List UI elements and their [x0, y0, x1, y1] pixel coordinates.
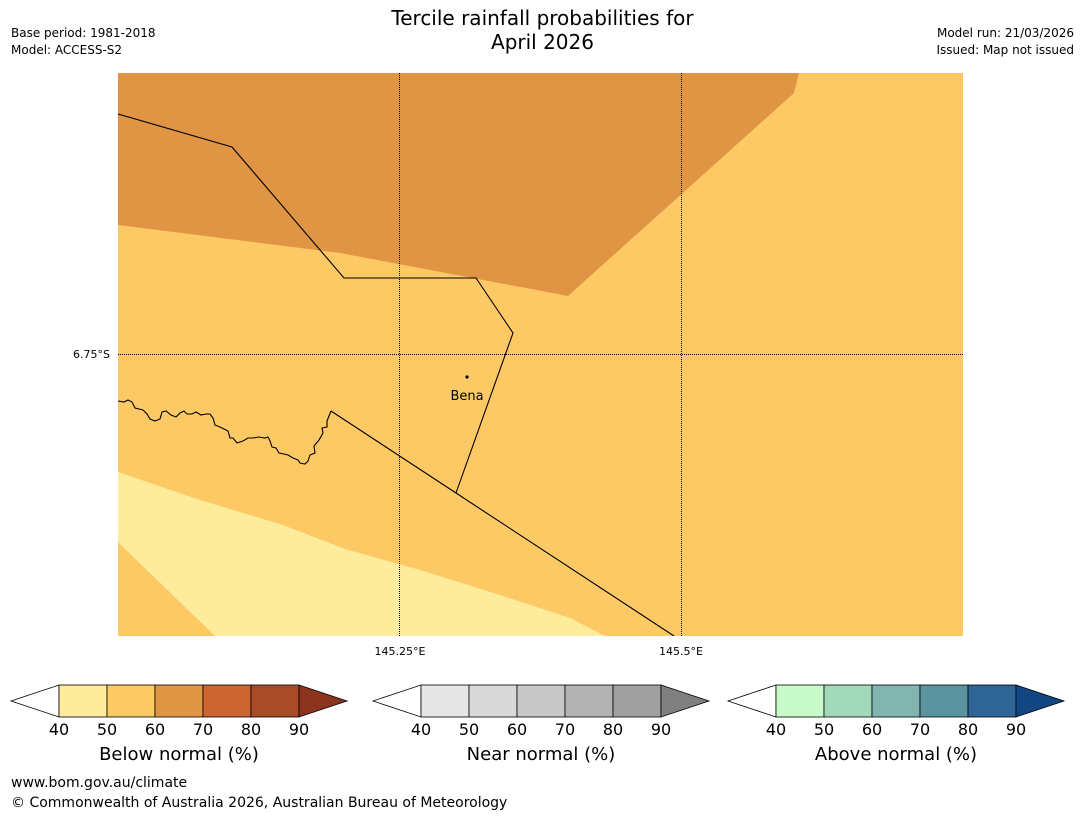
- colorbar-tick-label: 80: [958, 720, 978, 739]
- colorbar-segment: [516, 684, 566, 718]
- boundary-line-north: [118, 113, 514, 494]
- colorbar-label-above: Above normal (%): [814, 744, 978, 765]
- colorbar-segment: [775, 684, 825, 718]
- colorbar-tick-label: 90: [289, 720, 309, 739]
- longitude-label-2: 145.5°E: [659, 645, 703, 658]
- colorbar-segment: [106, 684, 156, 718]
- colorbar-tick-label: 40: [411, 720, 431, 739]
- colorbar-tick-label: 60: [862, 720, 882, 739]
- colorbar-segment: [420, 684, 470, 718]
- footer-url: www.bom.gov.au/climate: [11, 775, 188, 791]
- colorbar-segment: [564, 684, 614, 718]
- colorbar-tick-label: 70: [193, 720, 213, 739]
- colorbar-segment: [250, 684, 300, 718]
- model-name: Model: ACCESS-S2: [11, 43, 123, 57]
- colorbar-tick-label: 50: [459, 720, 479, 739]
- colorbar-tick-label: 40: [49, 720, 69, 739]
- colorbar-tick-label: 90: [1006, 720, 1026, 739]
- model-run: Model run: 21/03/2026: [936, 26, 1074, 40]
- colorbar-segment: [202, 684, 252, 718]
- colorbar-segment: [154, 684, 204, 718]
- colorbar-above-normal: 40 50 60 70 80 90: [726, 684, 1066, 739]
- meta-left: Base period: 1981-2018 Model: ACCESS-S2: [11, 25, 156, 59]
- base-period: Base period: 1981-2018: [11, 26, 156, 40]
- river-boundary: [118, 399, 332, 465]
- region-below-60-70: [118, 73, 799, 296]
- map-title: Tercile rainfall probabilities for April…: [0, 6, 1085, 54]
- colorbar-extend-low: [371, 684, 422, 718]
- colorbar-extend-high: [660, 684, 711, 718]
- colorbar-segment: [58, 684, 108, 718]
- colorbar-segment: [612, 684, 662, 718]
- colorbar-tick-label: 90: [651, 720, 671, 739]
- meta-right: Model run: 21/03/2026 Issued: Map not is…: [936, 25, 1074, 59]
- colorbar-tick-label: 60: [507, 720, 527, 739]
- latitude-label: 6.75°S: [73, 348, 110, 361]
- title-line-2: April 2026: [491, 30, 594, 54]
- town-label-bena: Bena: [450, 389, 483, 404]
- colorbar-tick-label: 50: [97, 720, 117, 739]
- town-marker-bena: [465, 375, 469, 379]
- colorbar-label-near: Near normal (%): [466, 744, 616, 765]
- colorbar-tick-label: 60: [145, 720, 165, 739]
- colorbar-segment: [919, 684, 969, 718]
- colorbar-segment: [823, 684, 873, 718]
- colorbar-extend-high: [1015, 684, 1066, 718]
- colorbar-extend-high: [298, 684, 349, 718]
- title-line-1: Tercile rainfall probabilities for: [391, 6, 694, 30]
- colorbar-label-below: Below normal (%): [99, 744, 259, 765]
- colorbar-below-normal: 40 50 60 70 80 90: [9, 684, 349, 739]
- colorbar-tick-label: 80: [603, 720, 623, 739]
- colorbar-extend-low: [726, 684, 777, 718]
- colorbar-segment: [468, 684, 518, 718]
- footer-copyright: © Commonwealth of Australia 2026, Austra…: [11, 795, 508, 811]
- boundary-line-south: [330, 410, 675, 636]
- issued-status: Issued: Map not issued: [936, 43, 1074, 57]
- colorbar-segment: [871, 684, 921, 718]
- colorbar-tick-label: 50: [814, 720, 834, 739]
- colorbar-tick-label: 80: [241, 720, 261, 739]
- colorbar-near-normal: 40 50 60 70 80 90: [371, 684, 711, 739]
- region-below-40-50: [118, 472, 605, 636]
- longitude-label-1: 145.25°E: [375, 645, 426, 658]
- map-area: [118, 73, 963, 636]
- colorbar-tick-label: 70: [555, 720, 575, 739]
- colorbar-segment: [967, 684, 1017, 718]
- colorbar-tick-label: 70: [910, 720, 930, 739]
- colorbar-extend-low: [9, 684, 60, 718]
- colorbar-tick-label: 40: [766, 720, 786, 739]
